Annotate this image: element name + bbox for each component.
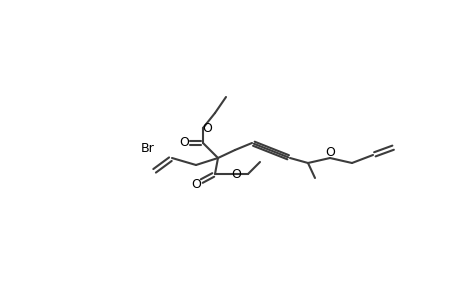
Text: O: O — [202, 122, 212, 134]
Text: O: O — [325, 146, 334, 160]
Text: Br: Br — [141, 142, 155, 154]
Text: O: O — [179, 136, 189, 149]
Text: O: O — [230, 167, 241, 181]
Text: O: O — [190, 178, 201, 190]
